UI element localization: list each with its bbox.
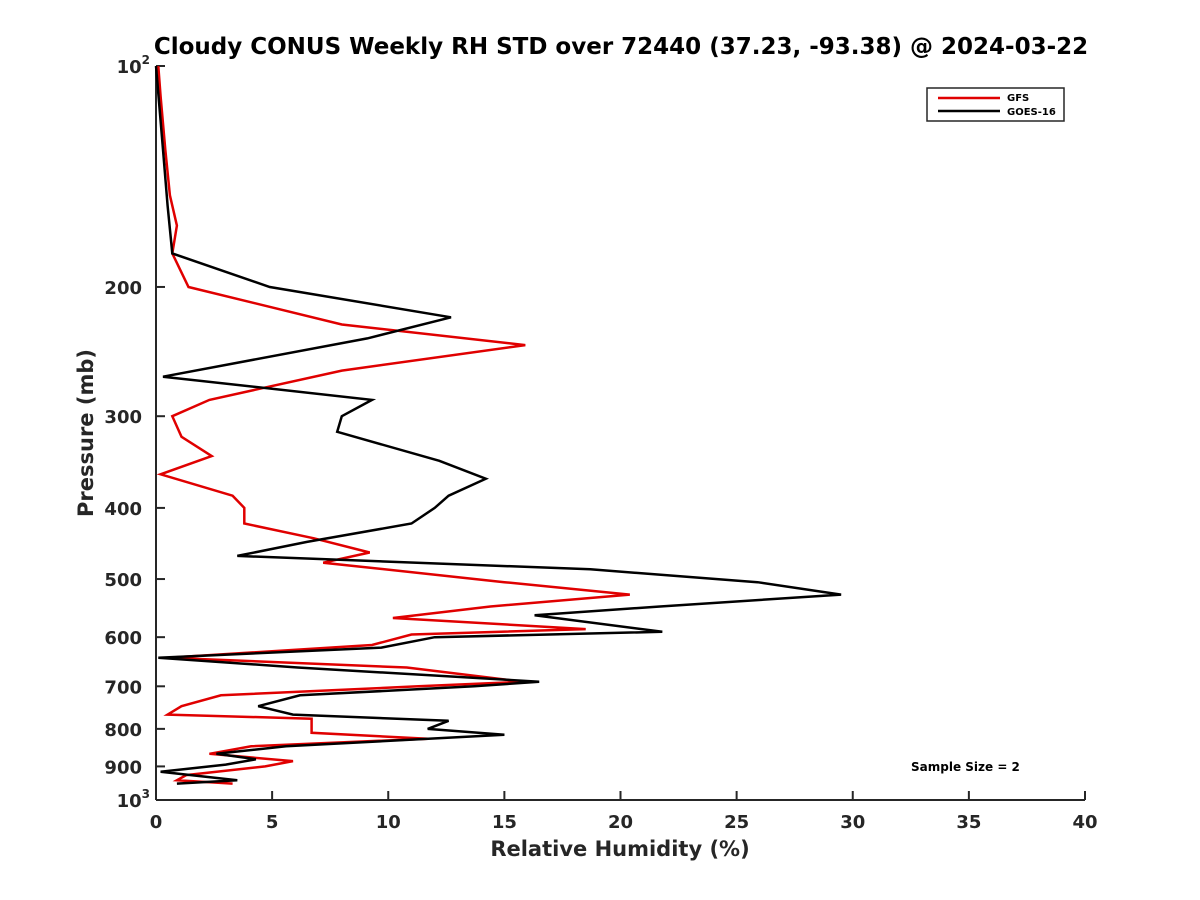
y-tick-label: 103 bbox=[117, 787, 150, 812]
y-tick-base: 700 bbox=[104, 677, 142, 698]
y-tick-label: 700 bbox=[104, 677, 142, 698]
y-tick-base: 10 bbox=[117, 791, 142, 812]
y-tick-base: 10 bbox=[117, 57, 142, 78]
x-tick-label: 5 bbox=[266, 812, 279, 833]
x-tick-label: 20 bbox=[608, 812, 633, 833]
sample-size-annotation: Sample Size = 2 bbox=[911, 760, 1020, 774]
y-tick-exponent: 3 bbox=[142, 787, 150, 801]
y-tick-label: 300 bbox=[104, 407, 142, 428]
series-line-goes-16 bbox=[154, 65, 842, 785]
x-tick-label: 10 bbox=[376, 812, 401, 833]
y-tick-label: 400 bbox=[104, 499, 142, 520]
x-tick-label: 30 bbox=[840, 812, 865, 833]
y-tick-label: 102 bbox=[117, 53, 150, 78]
x-tick-label: 25 bbox=[724, 812, 749, 833]
y-tick-base: 500 bbox=[104, 570, 142, 591]
x-tick-label: 0 bbox=[150, 812, 163, 833]
x-ticks: 0 5 10 15 20 25 30 35 40 bbox=[150, 791, 1098, 833]
legend-label-gfs: GFS bbox=[1007, 93, 1029, 104]
y-tick-base: 400 bbox=[104, 499, 142, 520]
y-tick-label: 900 bbox=[104, 757, 142, 778]
x-tick-label: 40 bbox=[1072, 812, 1097, 833]
legend-label-goes16: GOES-16 bbox=[1007, 107, 1056, 118]
series-line-gfs bbox=[156, 65, 630, 785]
y-tick-label: 600 bbox=[104, 628, 142, 649]
y-tick-exponent: 2 bbox=[142, 53, 150, 67]
chart-title: Cloudy CONUS Weekly RH STD over 72440 (3… bbox=[154, 34, 1088, 60]
y-tick-label: 200 bbox=[104, 278, 142, 299]
x-tick-label: 35 bbox=[956, 812, 981, 833]
y-tick-base: 600 bbox=[104, 628, 142, 649]
y-tick-base: 800 bbox=[104, 720, 142, 741]
y-tick-base: 300 bbox=[104, 407, 142, 428]
y-tick-label: 800 bbox=[104, 720, 142, 741]
legend-box bbox=[926, 87, 1065, 122]
y-tick-base: 900 bbox=[104, 757, 142, 778]
y-tick-base: 200 bbox=[104, 278, 142, 299]
y-axis-label: Pressure (mb) bbox=[74, 349, 98, 517]
x-tick-label: 15 bbox=[492, 812, 517, 833]
y-tick-label: 500 bbox=[104, 570, 142, 591]
x-axis-label: Relative Humidity (%) bbox=[490, 837, 749, 861]
legend: GFS GOES-16 bbox=[926, 87, 1065, 122]
series-lines bbox=[154, 65, 842, 785]
